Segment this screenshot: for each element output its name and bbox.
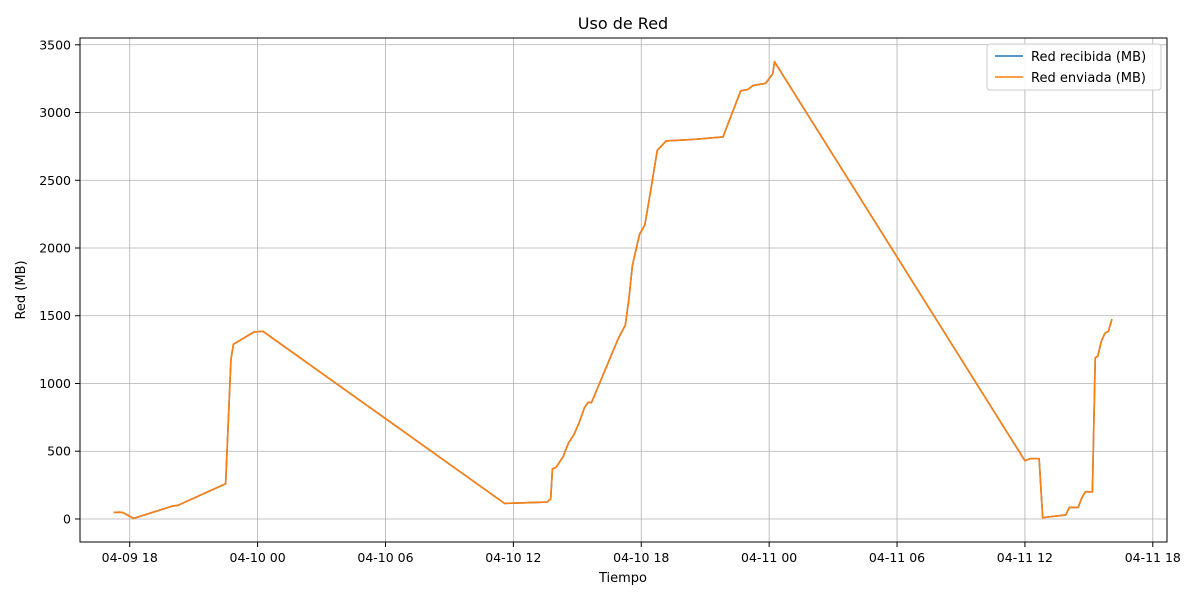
y-tick-label: 0 [63, 511, 71, 526]
legend-box [986, 43, 1162, 91]
series-lines [113, 60, 1113, 520]
x-tick-label: 04-10 06 [357, 550, 413, 565]
grid [80, 38, 1167, 542]
y-tick-label: 2000 [39, 241, 71, 256]
x-tick-label: 04-10 00 [230, 550, 286, 565]
x-tick-label: 04-11 12 [997, 550, 1053, 565]
legend-label-sent: Red enviada (MB) [1031, 71, 1146, 86]
y-tick-label: 500 [47, 444, 71, 459]
x-tick-label: 04-10 18 [613, 550, 669, 565]
y-tick-label: 1500 [39, 308, 71, 323]
y-axis-ticks: 0 500 1000 1500 2000 2500 3000 3500 [39, 37, 80, 526]
legend-label-received: Red recibida (MB) [1031, 50, 1146, 65]
chart-title: Uso de Red [578, 14, 668, 33]
x-tick-label: 04-11 06 [869, 550, 925, 565]
y-tick-label: 2500 [39, 173, 71, 188]
legend: Red recibida (MB) Red enviada (MB) [986, 43, 1162, 91]
x-axis-label: Tiempo [598, 571, 647, 586]
x-tick-label: 04-09 18 [102, 550, 158, 565]
series-line-sent [113, 60, 1113, 520]
y-tick-label: 1000 [39, 376, 71, 391]
x-axis-ticks: 04-09 18 04-10 00 04-10 06 04-10 12 04-10 18… [102, 542, 1181, 565]
plot-frame [79, 37, 1168, 543]
y-axis-label: Red (MB) [14, 260, 29, 319]
y-tick-label: 3000 [39, 105, 71, 120]
x-tick-label: 04-11 18 [1125, 550, 1181, 565]
x-tick-label: 04-11 00 [741, 550, 797, 565]
y-tick-label: 3500 [39, 37, 71, 52]
x-tick-label: 04-10 12 [485, 550, 541, 565]
